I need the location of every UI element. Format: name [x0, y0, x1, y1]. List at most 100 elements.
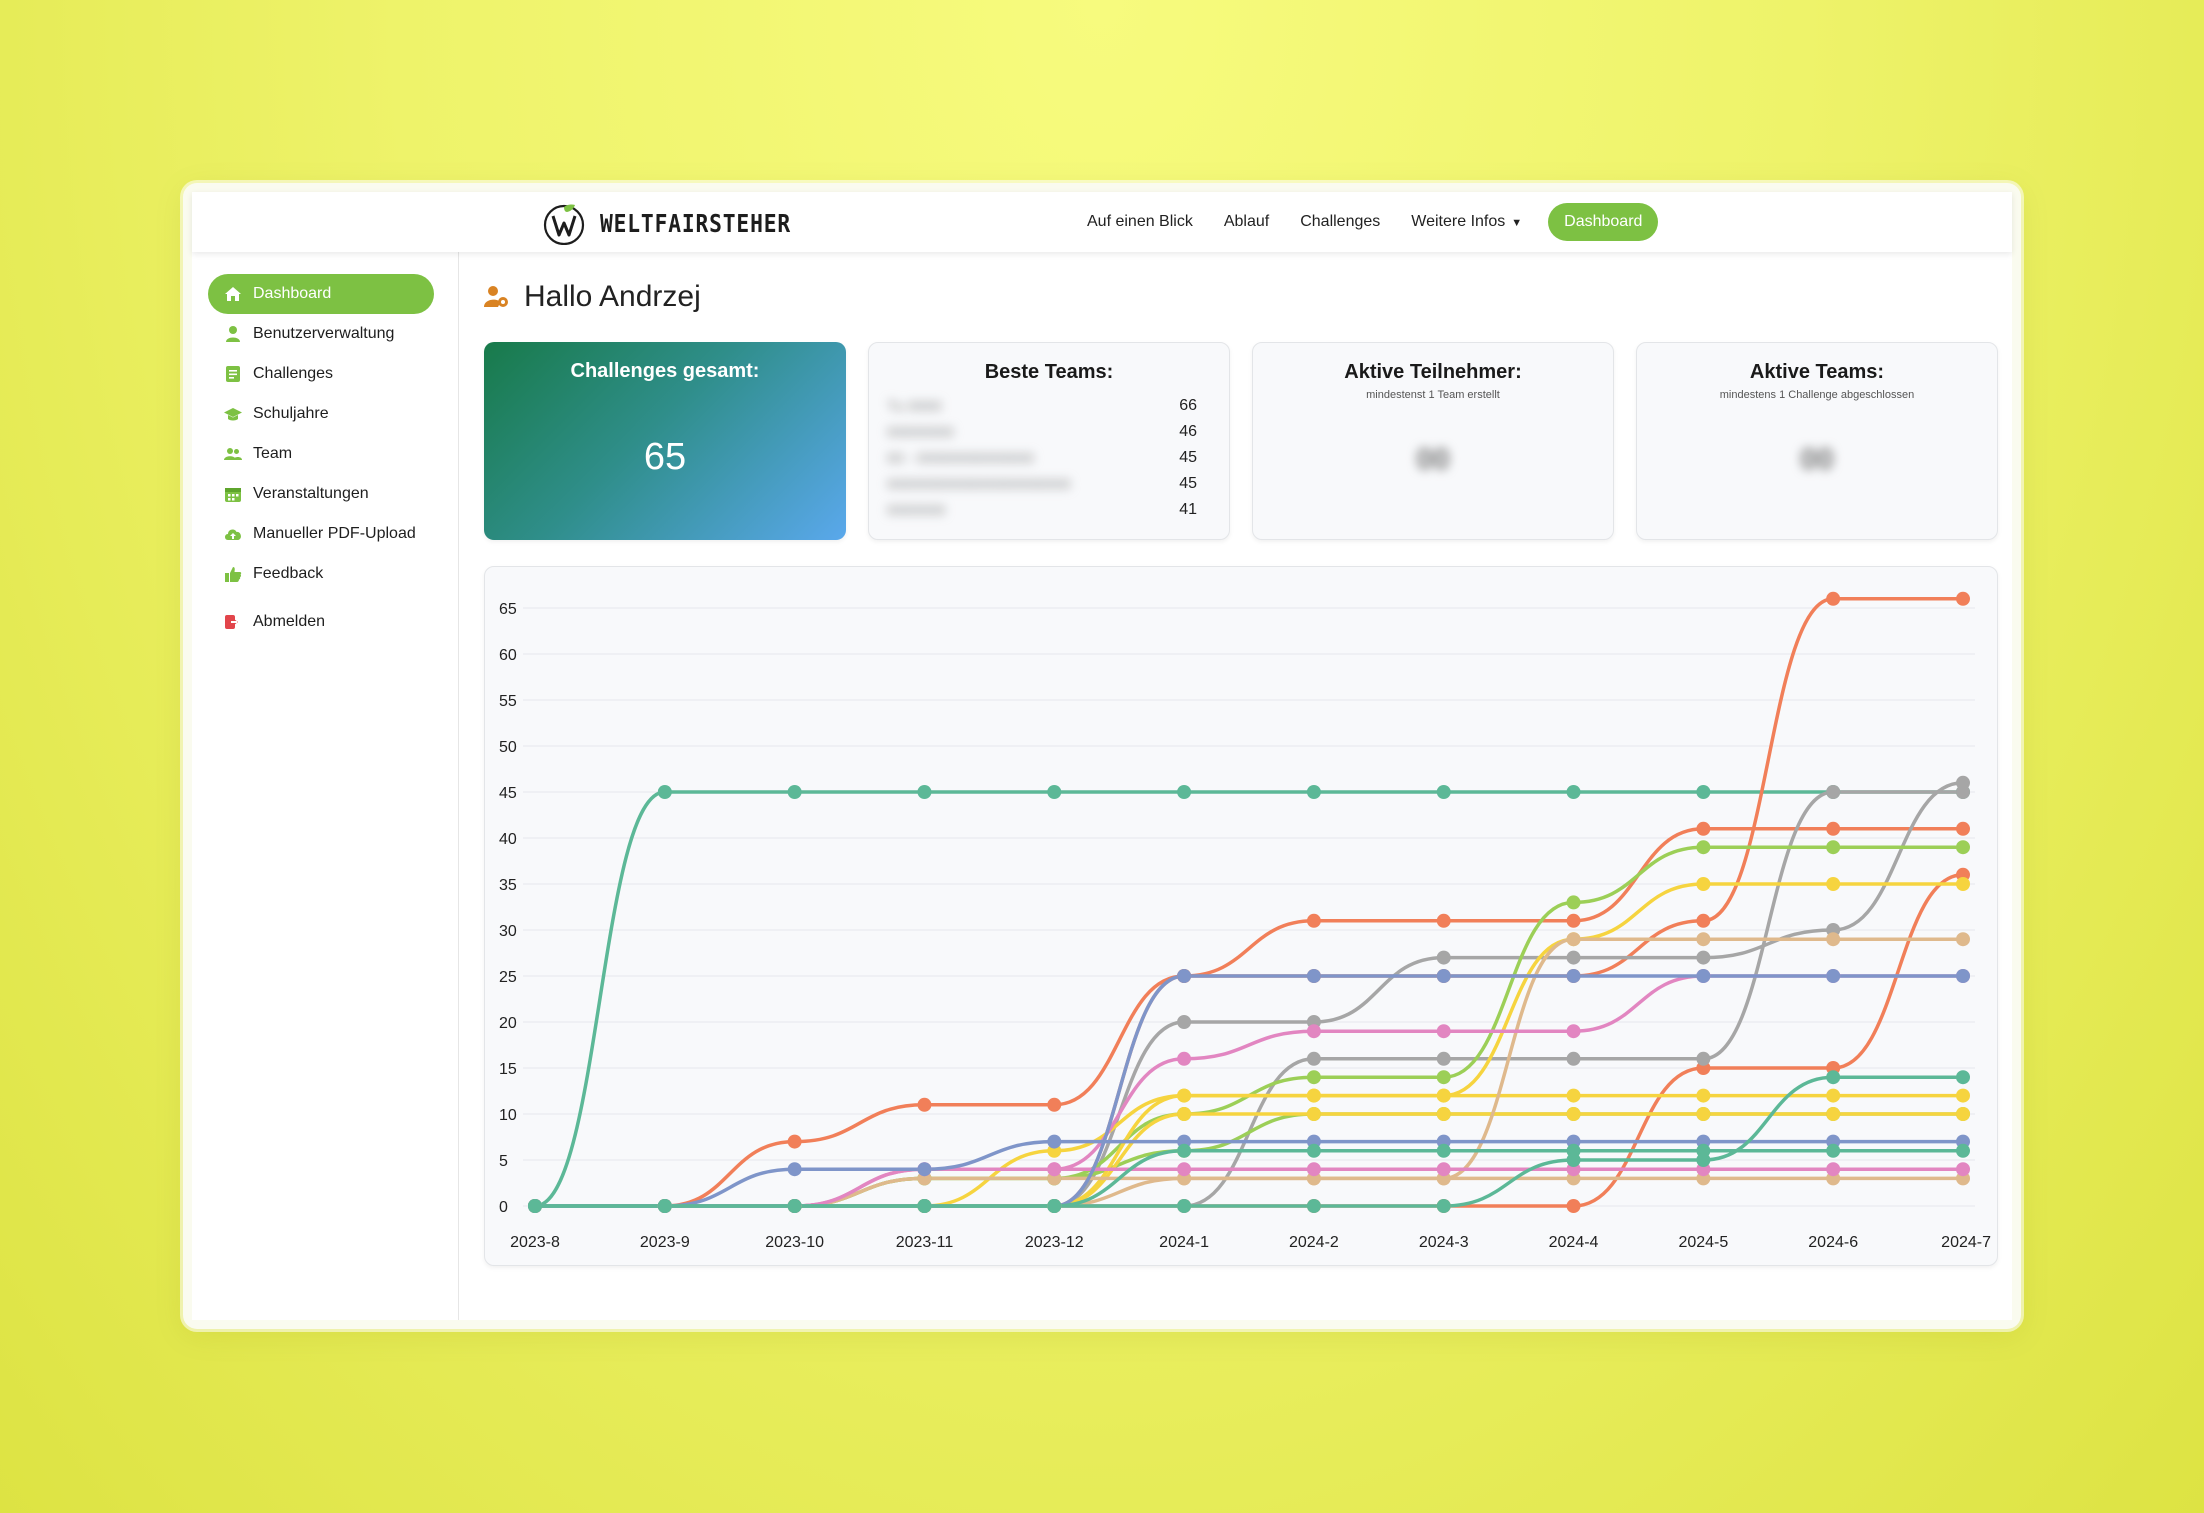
data-point	[1696, 840, 1711, 855]
sidebar-item-veranstaltungen[interactable]: Veranstaltungen	[208, 474, 434, 514]
data-point	[1306, 1107, 1321, 1121]
data-point	[917, 1199, 932, 1213]
sidebar-item-label: Schuljahre	[253, 405, 329, 422]
team-row: 0000000 41	[887, 497, 1197, 523]
series-line	[534, 974, 1963, 1208]
data-point	[1306, 1199, 1321, 1213]
data-point	[1306, 785, 1321, 799]
team-score: 46	[1179, 423, 1197, 440]
data-point	[1566, 950, 1581, 965]
data-point	[1566, 913, 1581, 928]
users-icon	[224, 445, 242, 463]
data-point	[1436, 1199, 1451, 1213]
data-point	[1956, 1107, 1970, 1121]
data-point	[1177, 1107, 1192, 1121]
team-name: Tu 0000	[887, 397, 942, 415]
x-tick-label: 2024-5	[1678, 1234, 1728, 1251]
data-point	[1566, 969, 1581, 983]
calendar-icon	[224, 485, 242, 503]
data-point	[1826, 1107, 1841, 1121]
data-point	[1306, 969, 1321, 983]
data-point	[1696, 1153, 1711, 1167]
data-point	[1826, 1162, 1841, 1177]
nav-ablauf[interactable]: Ablauf	[1223, 213, 1270, 230]
data-point	[1696, 1107, 1711, 1121]
card-challenges-total: Challenges gesamt: 65	[484, 342, 846, 540]
team-score: 41	[1179, 501, 1197, 518]
team-row: 00000000 46	[887, 419, 1197, 445]
y-tick-label: 45	[499, 785, 517, 802]
sidebar-item-challenges[interactable]: Challenges	[208, 354, 434, 394]
data-point	[1696, 1088, 1711, 1103]
sidebar-item-label: Feedback	[253, 565, 324, 582]
nav-weitere-infos[interactable]: Weitere Infos ▼	[1411, 213, 1522, 231]
y-tick-label: 10	[499, 1107, 517, 1124]
data-point	[1177, 1015, 1192, 1029]
card-subtitle: mindestens 1 Challenge abgeschlossen	[1719, 389, 1915, 401]
team-name: 0000000	[887, 501, 946, 519]
x-tick-label: 2023-10	[765, 1234, 824, 1251]
series-line	[534, 1139, 1963, 1208]
sidebar-item-benutzerverwaltung[interactable]: Benutzerverwaltung	[208, 314, 434, 354]
graduation-cap-icon	[224, 405, 242, 423]
data-point	[917, 1162, 932, 1177]
nav-auf-einen-blick[interactable]: Auf einen Blick	[1087, 213, 1193, 230]
card-best-teams: Beste Teams: Tu 0000 66 00000000 46 00 - 0…	[868, 342, 1230, 540]
x-tick-label: 2024-3	[1419, 1234, 1469, 1251]
team-row: 0000000000000000000000 45	[887, 471, 1197, 497]
team-score: 45	[1179, 475, 1197, 492]
data-point	[1047, 1162, 1062, 1177]
data-point	[1306, 1162, 1321, 1177]
line-chart: 0 5 10 15 20 25 30 35 40 45 50 55 60 65 2023-8 2023-9 20…	[499, 591, 1991, 1251]
thumbs-up-icon	[224, 565, 242, 583]
data-point	[1566, 1051, 1581, 1066]
data-point	[1436, 1143, 1451, 1158]
data-point	[1956, 969, 1970, 983]
data-point	[1566, 785, 1581, 799]
top-navigation: WELTFAIRSTEHER Auf einen Blick Ablauf Ch…	[192, 192, 2012, 252]
data-point	[1696, 877, 1711, 891]
sidebar-item-schuljahre[interactable]: Schuljahre	[208, 394, 434, 434]
team-name: 0000000000000000000000	[887, 475, 1071, 493]
leaf-logo-icon	[543, 204, 585, 245]
app-window: WELTFAIRSTEHER Auf einen Blick Ablauf Ch…	[192, 192, 2012, 1320]
card-subtitle: mindestenst 1 Team erstellt	[1366, 389, 1500, 401]
brand-logo[interactable]: WELTFAIRSTEHER	[542, 199, 825, 247]
x-tick-label: 2023-9	[640, 1234, 690, 1251]
card-active-participants: Aktive Teilnehmer: mindestenst 1 Team er…	[1252, 342, 1614, 540]
chevron-down-icon: ▼	[1511, 217, 1523, 229]
data-point	[1177, 969, 1192, 983]
data-point	[1306, 1024, 1321, 1039]
main-menu: Auf einen Blick Ablauf Challenges Weiter…	[1087, 192, 1659, 252]
data-point	[917, 1097, 932, 1112]
sidebar-item-label: Team	[253, 445, 293, 462]
sidebar-item-team[interactable]: Team	[208, 434, 434, 474]
x-tick-label: 2023-12	[1025, 1234, 1084, 1251]
y-tick-label: 35	[499, 877, 517, 894]
series-line	[534, 1176, 1963, 1208]
dashboard-button[interactable]: Dashboard	[1548, 203, 1659, 241]
nav-challenges[interactable]: Challenges	[1300, 213, 1381, 230]
team-name: 00 - 00000000000000	[887, 449, 1034, 467]
challenges-total-value: 65	[643, 436, 687, 478]
sidebar-item-label: Dashboard	[253, 285, 332, 302]
data-point	[1436, 1070, 1451, 1085]
data-point	[787, 1199, 802, 1213]
data-point	[1826, 821, 1841, 836]
data-point	[1047, 1199, 1062, 1213]
card-title: Aktive Teams:	[1749, 361, 1885, 383]
sidebar-item-dashboard[interactable]: Dashboard	[208, 274, 434, 314]
nav-weitere-infos-label: Weitere Infos	[1411, 213, 1506, 230]
sidebar-item-abmelden[interactable]: Abmelden	[208, 602, 434, 642]
data-point	[1696, 821, 1711, 836]
data-point	[1566, 895, 1581, 910]
sidebar-item-feedback[interactable]: Feedback	[208, 554, 434, 594]
data-point	[1306, 1088, 1321, 1103]
data-point	[1436, 1051, 1451, 1066]
user-icon	[224, 325, 242, 343]
data-point	[1436, 1024, 1451, 1039]
sidebar-item-pdf-upload[interactable]: Manueller PDF-Upload	[208, 514, 434, 554]
data-point	[1306, 1143, 1321, 1158]
data-point	[1696, 1051, 1711, 1066]
data-point	[1956, 1088, 1970, 1103]
